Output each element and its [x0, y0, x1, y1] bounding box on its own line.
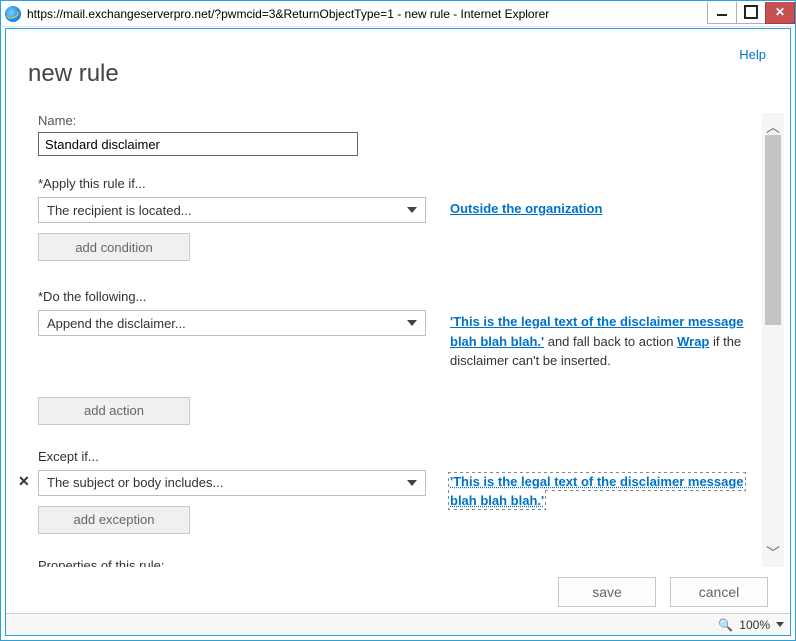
except-if-value: 'This is the legal text of the disclaime…	[450, 470, 758, 511]
apply-if-section: *Apply this rule if... The recipient is …	[38, 176, 758, 261]
titlebar[interactable]: https://mail.exchangeserverpro.net/?pwmc…	[1, 1, 795, 27]
dialog-footer: save cancel	[6, 567, 790, 613]
scroll-area: Name: *Apply this rule if... The recipie…	[12, 112, 784, 567]
do-following-mid: and fall back to action	[544, 334, 677, 349]
chevron-down-icon	[407, 207, 417, 213]
do-following-title: *Do the following...	[38, 289, 758, 304]
do-following-left: Append the disclaimer...	[38, 310, 438, 336]
do-following-section: *Do the following... Append the disclaim…	[38, 289, 758, 425]
help-link[interactable]: Help	[739, 47, 766, 62]
apply-if-dropdown-text: The recipient is located...	[47, 203, 407, 218]
save-button[interactable]: save	[558, 577, 656, 607]
except-if-row: ✕ The subject or body includes... add ex…	[38, 470, 758, 534]
add-action-button[interactable]: add action	[38, 397, 190, 425]
chevron-down-icon	[407, 480, 417, 486]
minimize-button[interactable]	[707, 2, 737, 24]
properties-section: Properties of this rule: Audit this rule…	[38, 558, 758, 568]
status-bar: 🔍 100%	[6, 613, 790, 635]
zoom-level: 100%	[739, 618, 770, 632]
ie-window: https://mail.exchangeserverpro.net/?pwmc…	[0, 0, 796, 641]
cancel-button[interactable]: cancel	[670, 577, 768, 607]
except-if-title: Except if...	[38, 449, 758, 464]
name-input[interactable]	[38, 132, 358, 156]
fallback-wrap-link[interactable]: Wrap	[677, 334, 709, 349]
header-row: Help	[6, 29, 790, 62]
apply-if-row: The recipient is located... add conditio…	[38, 197, 758, 261]
name-label: Name:	[38, 113, 758, 128]
do-following-dropdown[interactable]: Append the disclaimer...	[38, 310, 426, 336]
apply-if-link[interactable]: Outside the organization	[450, 201, 602, 216]
do-following-dropdown-text: Append the disclaimer...	[47, 316, 407, 331]
do-following-value: 'This is the legal text of the disclaime…	[450, 310, 758, 371]
vertical-scrollbar[interactable]: ︿ ﹀	[762, 113, 784, 567]
apply-if-value: Outside the organization	[450, 197, 758, 219]
window-controls	[708, 2, 795, 24]
chevron-down-icon	[407, 320, 417, 326]
except-if-link[interactable]: 'This is the legal text of the disclaime…	[450, 474, 744, 509]
except-if-left: ✕ The subject or body includes... add ex…	[38, 470, 438, 534]
scroll-thumb[interactable]	[765, 135, 781, 325]
except-if-section: Except if... ✕ The subject or body inclu…	[38, 449, 758, 534]
page-title: new rule	[6, 62, 790, 92]
zoom-icon[interactable]: 🔍	[718, 618, 733, 632]
zoom-dropdown-icon[interactable]	[776, 622, 784, 627]
scroll-down-icon[interactable]: ﹀	[766, 541, 780, 565]
window-title: https://mail.exchangeserverpro.net/?pwmc…	[27, 7, 708, 21]
maximize-button[interactable]	[736, 2, 766, 24]
add-exception-button[interactable]: add exception	[38, 506, 190, 534]
remove-exception-icon[interactable]: ✕	[18, 473, 30, 490]
apply-if-dropdown[interactable]: The recipient is located...	[38, 197, 426, 223]
form-content: Name: *Apply this rule if... The recipie…	[12, 113, 758, 567]
except-if-dropdown[interactable]: The subject or body includes...	[38, 470, 426, 496]
add-condition-button[interactable]: add condition	[38, 233, 190, 261]
properties-title: Properties of this rule:	[38, 558, 758, 568]
close-button[interactable]	[765, 2, 795, 24]
except-if-dropdown-text: The subject or body includes...	[47, 475, 407, 490]
client-area: Help new rule Name: *Apply this rule if.…	[5, 28, 791, 636]
do-following-row: Append the disclaimer... 'This is the le…	[38, 310, 758, 371]
ie-icon	[5, 6, 21, 22]
apply-if-title: *Apply this rule if...	[38, 176, 758, 191]
apply-if-left: The recipient is located... add conditio…	[38, 197, 438, 261]
